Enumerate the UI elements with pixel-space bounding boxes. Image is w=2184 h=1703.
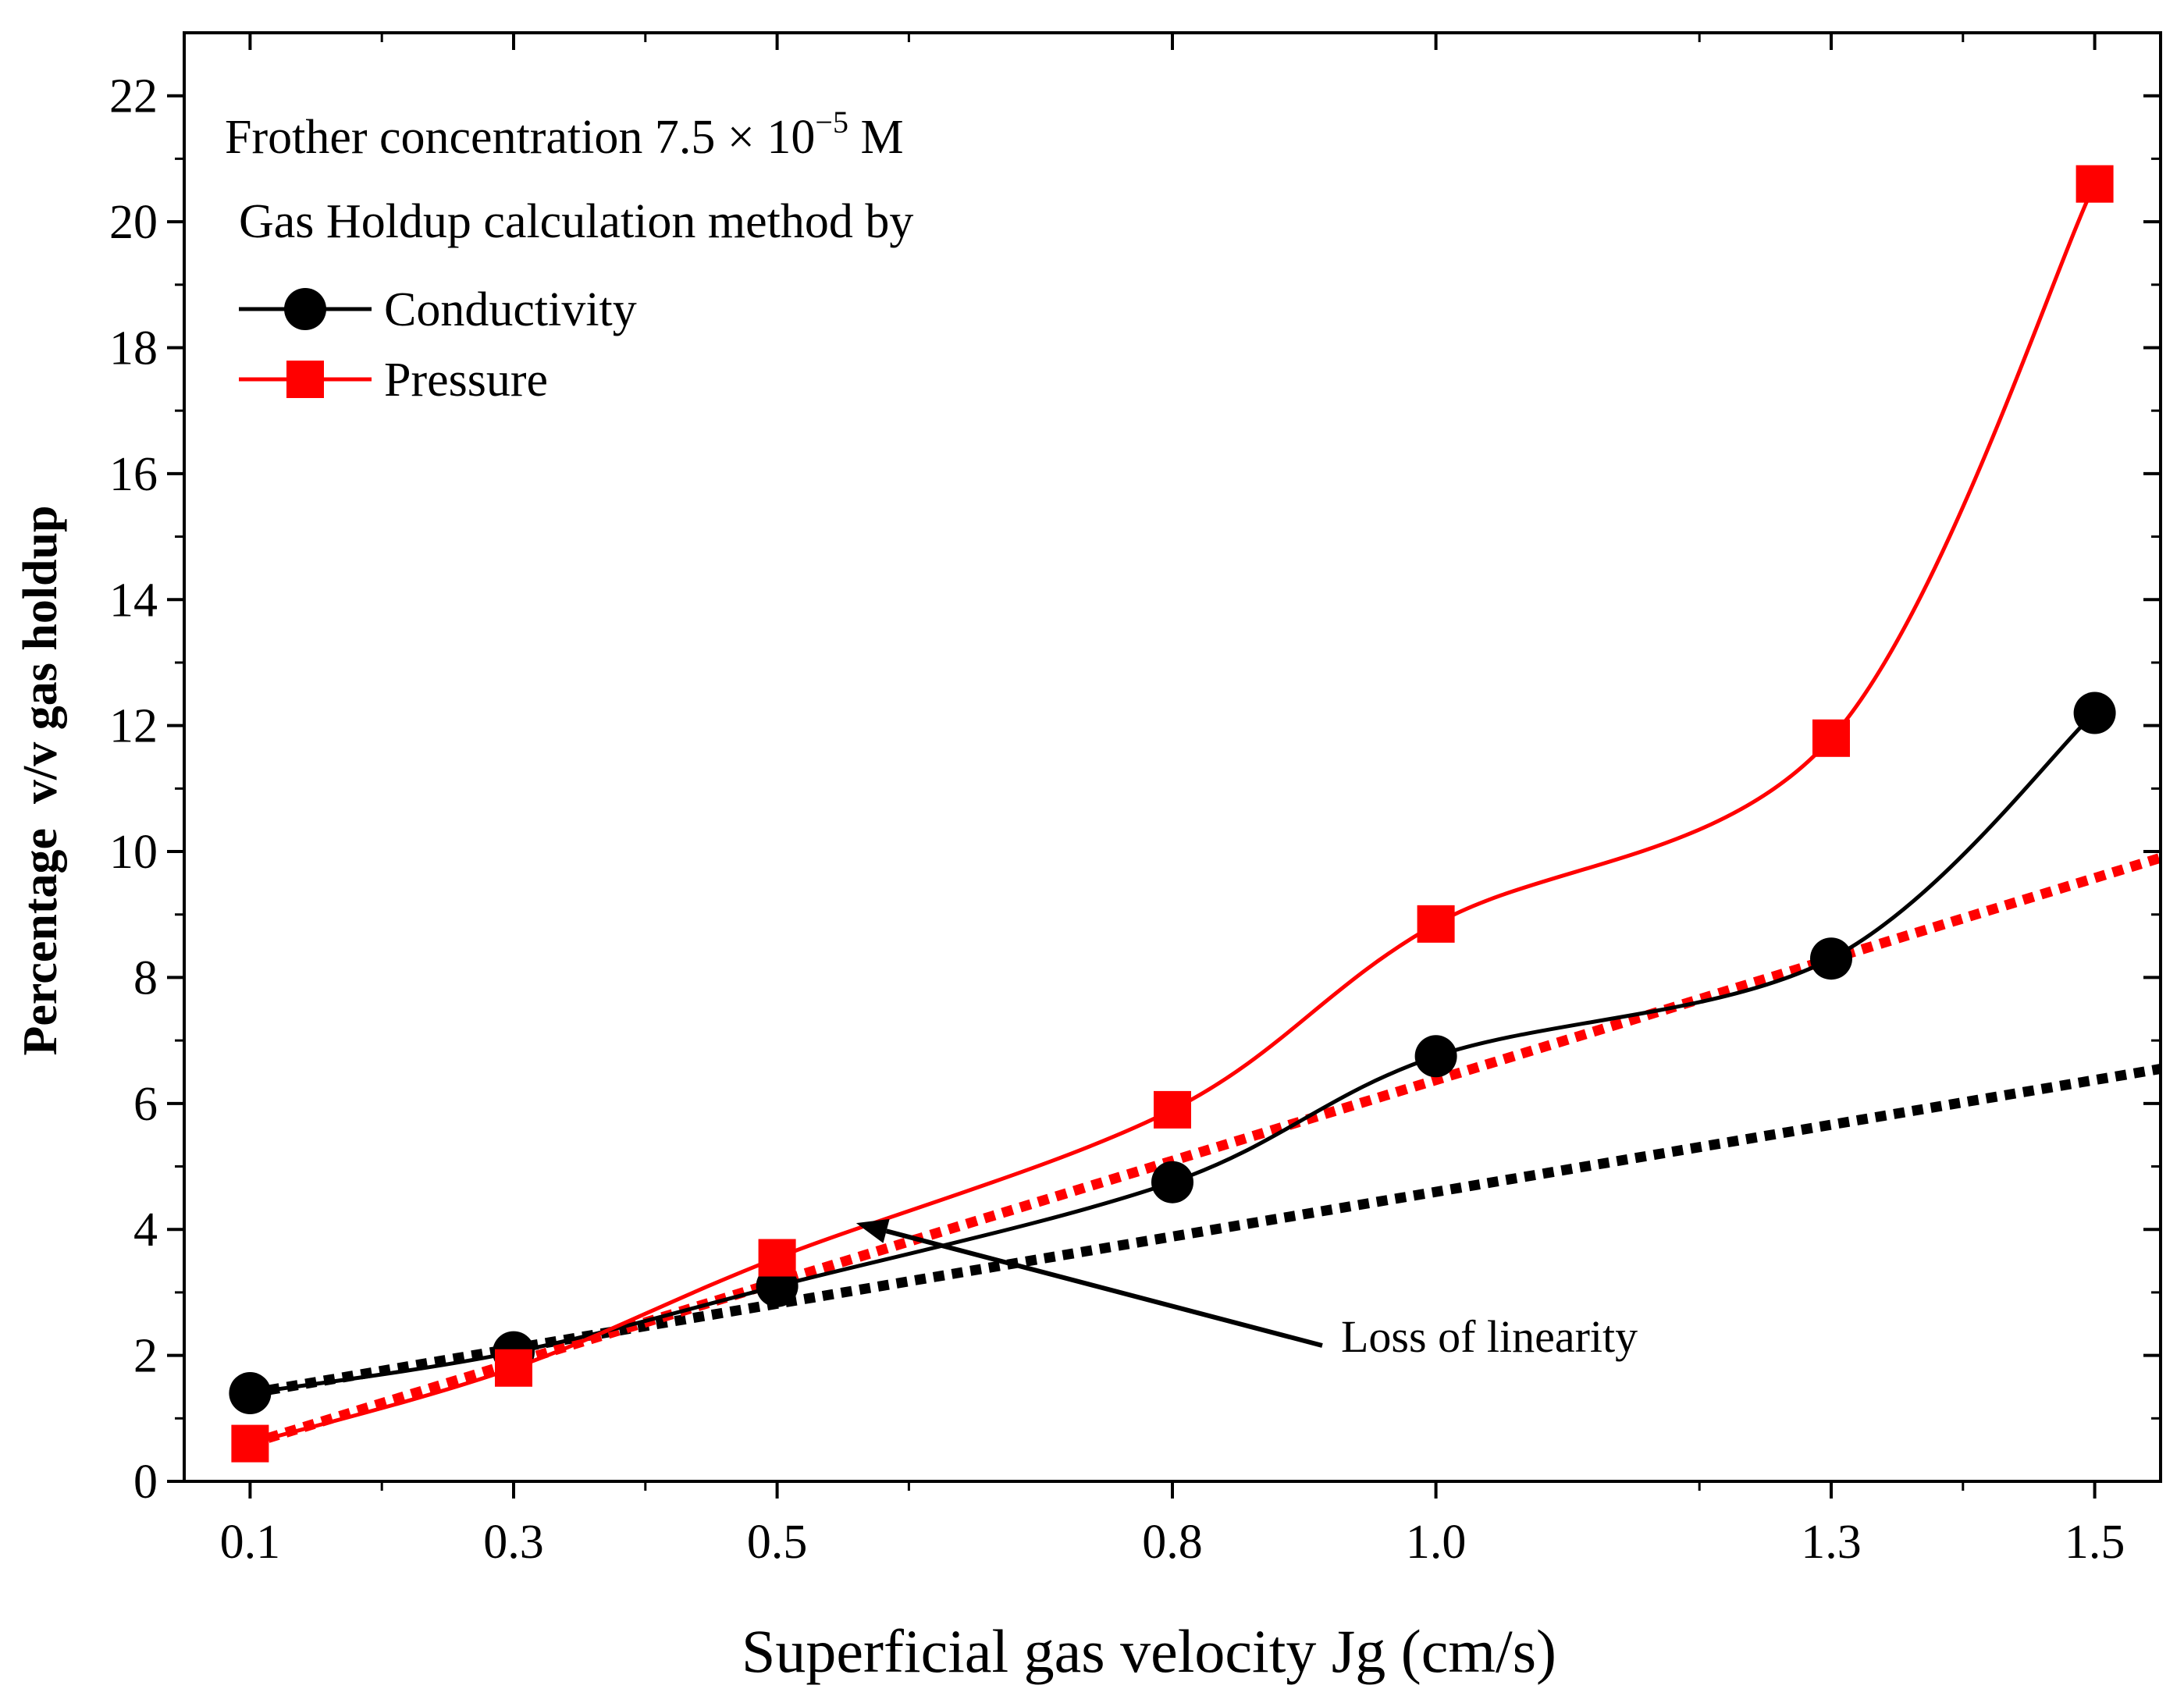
x-tick-label: 1.5	[2065, 1516, 2125, 1569]
pressure-data-point	[2076, 165, 2114, 203]
y-tick-label: 14	[109, 574, 158, 627]
y-tick-label: 22	[109, 70, 158, 123]
y-tick-label: 10	[109, 826, 158, 879]
legend-pressure-marker	[286, 361, 324, 398]
annotation-group: Loss of linearity	[855, 1218, 1638, 1362]
x-tick-label: 0.8	[1142, 1516, 1203, 1569]
legend-conductivity-label: Conductivity	[384, 283, 637, 336]
plot-frame	[183, 31, 2162, 1483]
y-tick-label: 6	[133, 1078, 158, 1131]
legend-line1-exponent: −5	[815, 105, 848, 140]
conductivity-data-point	[1151, 1161, 1193, 1203]
legend-frother-concentration: Frother concentration 7.5 × 10−5 M	[225, 105, 904, 164]
pressure-data-point	[1417, 905, 1455, 943]
y-tick-label: 16	[109, 448, 158, 501]
pressure-data-point	[1812, 719, 1850, 757]
x-tick-label: 1.3	[1801, 1516, 1862, 1569]
axis-ticks-group	[167, 33, 2161, 1499]
x-tick-label: 0.1	[220, 1516, 281, 1569]
legend-conductivity-marker	[284, 288, 326, 330]
conductivity-data-point	[1810, 937, 1852, 980]
pressure-data-point	[758, 1239, 796, 1277]
pressure-series-line	[249, 183, 2097, 1445]
legend-line1-suffix: M	[848, 111, 904, 164]
trendlines-group	[248, 852, 2162, 1449]
y-tick-label: 20	[109, 196, 158, 249]
conductivity-data-point	[2073, 692, 2116, 734]
y-tick-label: 18	[109, 322, 158, 375]
legend-line1-prefix: Frother concentration 7.5 × 10	[225, 111, 815, 164]
loss-of-linearity-arrow	[885, 1228, 1323, 1348]
x-tick-label: 0.5	[747, 1516, 808, 1569]
conductivity-linear-trendline	[249, 1064, 2162, 1399]
y-tick-label: 4	[133, 1203, 158, 1257]
legend-method-header: Gas Holdup calculation method by	[239, 195, 913, 248]
pressure-data-point	[231, 1424, 269, 1463]
y-axis-title: Percentage v/v gas holdup	[14, 506, 67, 1056]
pressure-data-point	[495, 1349, 532, 1387]
x-tick-label: 1.0	[1406, 1516, 1467, 1569]
arrow-head-icon	[855, 1218, 890, 1243]
tick-labels-group: 0 2 4 6 8 10 12 14 16 18 20 22 0.1 0.3 0.5 0.8 1.0 1.3 1.5	[109, 70, 2125, 1569]
loss-of-linearity-label: Loss of linearity	[1341, 1311, 1638, 1362]
series-group	[229, 165, 2116, 1463]
pressure-linear-trendline	[248, 852, 2162, 1449]
y-tick-label: 8	[133, 951, 158, 1004]
pressure-data-point	[1154, 1090, 1191, 1129]
conductivity-data-point	[1414, 1035, 1457, 1078]
conductivity-series-line	[250, 711, 2097, 1395]
legend: Frother concentration 7.5 × 10−5 M Gas H…	[225, 105, 913, 407]
y-tick-label: 12	[109, 700, 158, 753]
y-tick-label: 2	[133, 1330, 158, 1383]
x-tick-label: 0.3	[483, 1516, 544, 1569]
conductivity-data-point	[229, 1372, 272, 1415]
legend-pressure-label: Pressure	[384, 354, 548, 407]
x-axis-title: Superficial gas velocity Jg (cm/s)	[742, 1617, 1556, 1685]
y-tick-label: 0	[133, 1456, 158, 1509]
